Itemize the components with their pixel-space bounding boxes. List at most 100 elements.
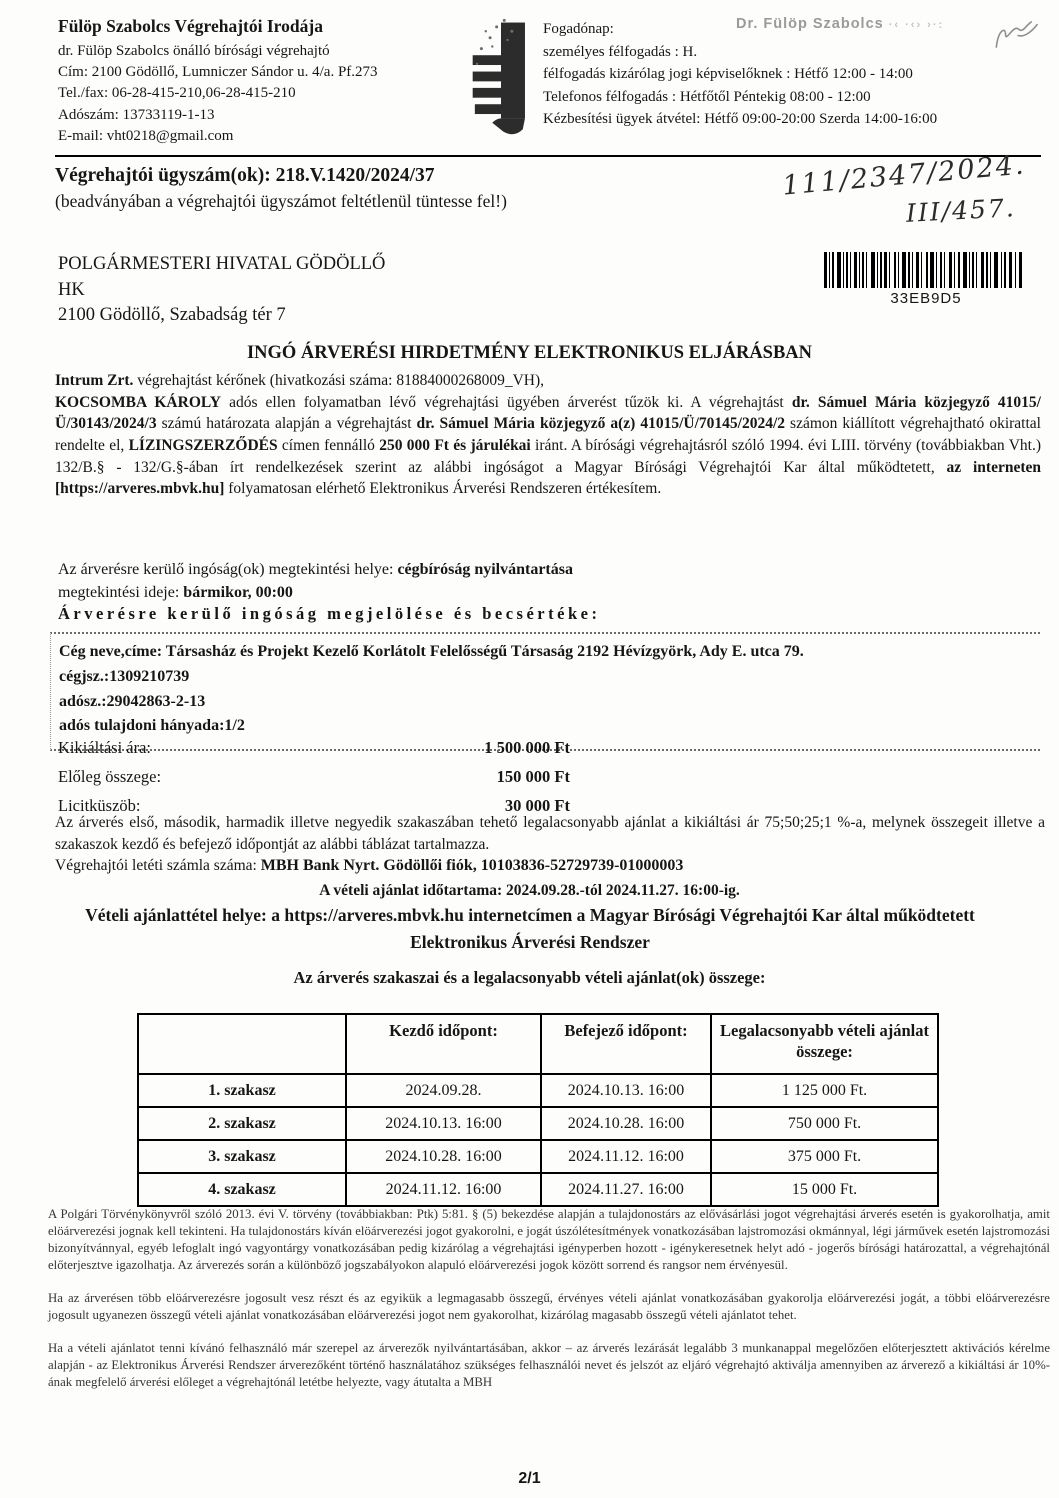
office-phone: Tel./fax: 06-28-415-210,06-28-415-210 (58, 85, 296, 102)
stage-name: 1. szakasz (137, 1073, 347, 1108)
barcode-code: 33EB9D5 (890, 290, 962, 307)
intro-seg-1: végrehajtást kérőnek (hivatkozási száma:… (133, 372, 544, 389)
price-row-starting: Kikiáltási ára: 1 500 000 Ft (58, 738, 578, 758)
office-tax-id: Adószám: 13733119-1-13 (58, 106, 215, 123)
hungarian-coat-of-arms-icon (472, 18, 525, 135)
notary-decision-2: dr. Sámuel Mária közjegyző a(z) 41015/Ü/… (416, 415, 786, 433)
office-address: Cím: 2100 Gödöllő, Lumniczer Sándor u. 4… (58, 64, 378, 81)
table-header-row: Kezdő időpont: Befejező időpont: Legalac… (137, 1013, 939, 1075)
viewing-place-line: Az árverésre kerülő ingóság(ok) megtekin… (58, 558, 573, 581)
legal-paragraph-multiple-rights: Ha az árverésen több elöárverezésre jogo… (48, 1291, 1050, 1323)
stamp-officer-name: Dr. Fülöp Szabolcs ·‹ ·‹› ›·: (736, 16, 944, 32)
stage-end: 2024.11.12. 16:00 (540, 1139, 712, 1174)
viewing-time-label: megtekintési ideje: (58, 584, 184, 602)
table-row: 2. szakasz 2024.10.13. 16:00 2024.10.28.… (137, 1106, 939, 1141)
item-section-heading: Árverésre kerülő ingóság megjelölése és … (58, 604, 601, 623)
header-cell-start: Kezdő időpont: (345, 1013, 542, 1075)
debtor-name: KOCSOMBA KÁROLY (55, 393, 221, 411)
price-block: Kikiáltási ára: 1 500 000 Ft Előleg össz… (58, 738, 578, 825)
stage-name: 2. szakasz (137, 1106, 347, 1141)
stamp-illegible-marks: ·‹ ·‹› ›·: (888, 19, 945, 31)
stages-table-heading: Az árverés szakaszai és a legalacsonyabb… (293, 968, 766, 987)
header-cell-empty (137, 1013, 347, 1075)
page-number: 2/1 (518, 1470, 541, 1487)
addressee-name: POLGÁRMESTERI HIVATAL GÖDÖLLŐ (58, 254, 386, 274)
intro-seg-7: folyamatosan elérhető Elektronikus Árver… (224, 480, 662, 498)
signature-icon (995, 21, 1038, 48)
header-cell-min-offer: Legalacsonyabb vételi ajánlat összege: (710, 1013, 939, 1075)
price-row-bid-step: Licitküszöb: 30 000 Ft (58, 796, 578, 816)
price-label: Előleg összege: (58, 767, 162, 786)
price-value: 30 000 Ft (504, 796, 570, 815)
addressee-dept: HK (58, 279, 85, 300)
price-row-deposit: Előleg összege: 150 000 Ft (58, 767, 578, 787)
auction-stages-table: Kezdő időpont: Befejező időpont: Legalac… (137, 1013, 939, 1207)
handwritten-note-2: III/457. (905, 193, 1017, 228)
item-tax-number: adósz.:29042863-2-13 (59, 692, 206, 710)
office-name: Fülöp Szabolcs Végrehajtói Irodája (58, 16, 323, 36)
legal-paragraph-activation: Ha a vételi ajánlatot tenni kívánó felha… (48, 1341, 1050, 1390)
table-row: 1. szakasz 2024.09.28. 2024.10.13. 16:00… (137, 1073, 939, 1108)
stage-min-offer: 375 000 Ft. (710, 1139, 939, 1174)
auction-item-box: Cég neve,címe: Társasház és Projekt Keze… (50, 632, 1040, 752)
reception-title: Fogadónap: (543, 21, 614, 37)
stage-min-offer: 750 000 Ft. (710, 1106, 939, 1141)
stage-min-offer: 1 125 000 Ft. (710, 1073, 939, 1108)
stage-end: 2024.10.13. 16:00 (540, 1073, 712, 1108)
bailiff-office-block: Fülöp Szabolcs Végrehajtói Irodája dr. F… (58, 14, 458, 147)
intro-seg-2: adós ellen folyamatban lévő végrehajtási… (220, 393, 792, 411)
item-registry-number: cégjsz.:1309210739 (59, 667, 190, 685)
notary-decision-1: dr. Sámuel Mária közjegyző 41015/Ü/30143… (55, 393, 1041, 433)
header-cell-end: Befejező időpont: (540, 1013, 712, 1075)
addressee-address: 2100 Gödöllő, Szabadság tér 7 (58, 305, 286, 326)
header-divider (55, 155, 1041, 157)
price-value: 1 500 000 Ft (484, 738, 570, 757)
stage-end: 2024.10.28. 16:00 (540, 1106, 712, 1141)
stage-start: 2024.09.28. (345, 1073, 542, 1108)
legal-paragraph-preemption: A Polgári Törvénykönyvről szóló 2013. év… (48, 1207, 1050, 1273)
viewing-place-label: Az árverésre kerülő ingóság(ok) megtekin… (58, 561, 398, 578)
office-email: E-mail: vht0218@gmail.com (58, 128, 234, 145)
case-number-note: (beadványában a végrehajtói ügyszámot fe… (55, 191, 507, 211)
stage-end: 2024.11.27. 16:00 (540, 1172, 712, 1207)
deposit-account-line: Végrehajtói letéti számla száma: MBH Ban… (55, 857, 1045, 875)
stage-start: 2024.10.28. 16:00 (345, 1139, 542, 1174)
stage-name: 4. szakasz (137, 1172, 347, 1207)
viewing-time-line: megtekintési ideje: bármikor, 00:00 (58, 581, 573, 604)
stamp-text: Dr. Fülöp Szabolcs (736, 16, 884, 32)
barcode-image (823, 252, 1022, 288)
price-label: Licitküszöb: (58, 796, 141, 815)
offer-duration-line: A vételi ajánlat időtartama: 2024.09.28.… (319, 882, 740, 899)
intro-seg-6: iránt. A bírósági végrehajtásról szóló 1… (55, 437, 1041, 476)
intro-first-line: Intrum Zrt. végrehajtást kérőnek (hivatk… (55, 370, 1041, 392)
intro-seg-3: számú határozata alapján a végrehajtást (156, 415, 417, 433)
offer-place-line: Vételi ajánlattétel helye: a https://arv… (85, 905, 975, 953)
document-title: INGÓ ÁRVERÉSI HIRDETMÉNY ELEKTRONIKUS EL… (246, 343, 813, 363)
viewing-place-value: cégbíróság nyilvántartása (397, 561, 573, 578)
price-value: 150 000 Ft (496, 767, 570, 786)
viewing-time-value: bármikor, 00:00 (183, 584, 293, 602)
reception-line-legal-reps: félfogadás kizárólag jogi képviselőknek … (543, 66, 913, 82)
reception-line-phone: Telefonos félfogadás : Hétfőtől Péntekig… (543, 88, 871, 105)
stage-min-offer: 15 000 Ft. (710, 1172, 939, 1207)
officer-name: dr. Fülöp Szabolcs önálló bírósági végre… (58, 42, 330, 59)
item-company-line: Cég neve,címe: Társasház és Projekt Keze… (59, 643, 804, 660)
reception-line-delivery: Kézbesítési ügyek átvétel: Hétfő 09:00-2… (543, 111, 938, 127)
viewing-info-block: Az árverésre kerülő ingóság(ok) megtekin… (58, 558, 573, 604)
addressee-block: POLGÁRMESTERI HIVATAL GÖDÖLLŐ HK 2100 Gö… (58, 252, 385, 329)
claim-title: LÍZINGSZERZŐDÉS (128, 437, 278, 455)
claim-amount: 250 000 Ft és járulékai (379, 437, 531, 455)
table-row: 3. szakasz 2024.10.28. 16:00 2024.11.12.… (137, 1139, 939, 1174)
stage-start: 2024.11.12. 16:00 (345, 1172, 542, 1207)
intro-paragraph: Intrum Zrt. végrehajtást kérőnek (hivatk… (55, 370, 1041, 500)
barcode-block: 33EB9D5 (820, 252, 1032, 307)
price-label: Kikiáltási ára: (58, 738, 152, 757)
reception-line-personal: személyes félfogadás : H. (543, 43, 698, 60)
stage-start: 2024.10.13. 16:00 (345, 1106, 542, 1141)
intro-seg-5: címen fennálló (277, 437, 380, 455)
table-row: 4. szakasz 2024.11.12. 16:00 2024.11.27.… (137, 1172, 939, 1207)
legal-text-block: A Polgári Törvénykönyvről szóló 2013. év… (48, 1206, 1050, 1407)
auction-site-url: az interneten [https://arveres.mbvk.hu] (55, 458, 1041, 498)
deposit-account-value: MBH Bank Nyrt. Gödöllői fiók, 10103836-5… (260, 857, 684, 874)
